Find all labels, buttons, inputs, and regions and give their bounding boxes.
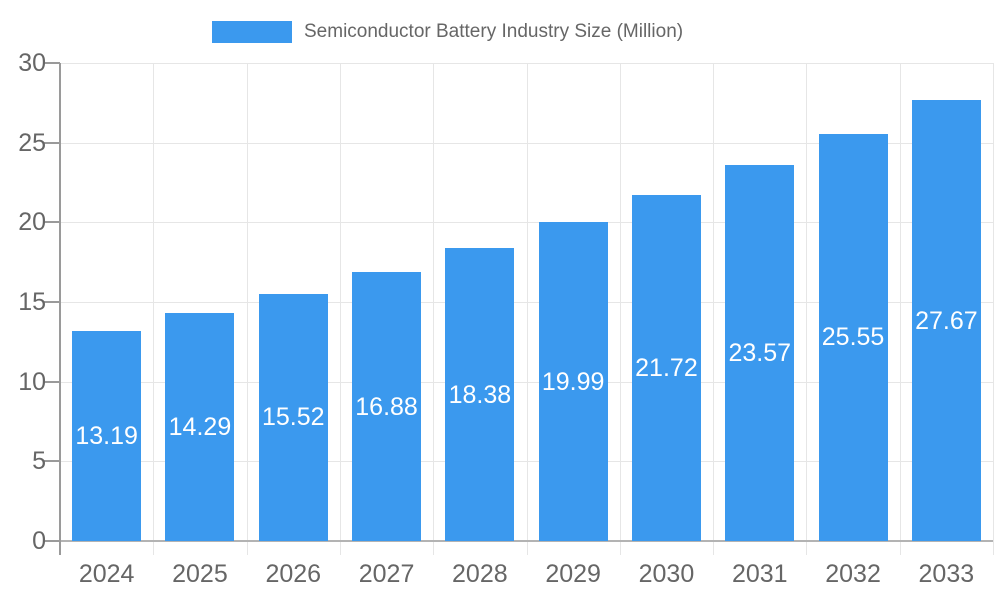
bar[interactable]	[72, 330, 142, 541]
y-tick-mark	[44, 540, 60, 542]
y-axis-label: 10	[18, 367, 46, 396]
y-gridline	[60, 461, 993, 463]
y-axis-label: 0	[32, 527, 46, 555]
y-tick-mark	[44, 141, 60, 144]
x-axis-label: 2025	[172, 560, 228, 588]
bar-value-label: 18.38	[448, 380, 512, 409]
y-axis-label: 15	[18, 288, 46, 316]
bar[interactable]	[445, 248, 515, 541]
x-axis-label: 2032	[825, 560, 881, 588]
bar[interactable]	[911, 100, 981, 541]
bar-value-label: 13.19	[75, 421, 138, 450]
legend-swatch[interactable]	[212, 21, 292, 43]
y-tick-mark	[44, 62, 60, 64]
y-gridline	[60, 63, 993, 64]
bar[interactable]	[631, 194, 701, 541]
x-axis-label: 2028	[452, 560, 508, 588]
bar-value-label: 14.29	[168, 413, 232, 442]
bar-value-label: 25.55	[821, 323, 885, 352]
y-axis-label: 30	[18, 49, 46, 77]
x-axis-label: 2024	[78, 560, 135, 588]
bar[interactable]	[818, 133, 888, 541]
bar[interactable]	[538, 222, 608, 541]
y-gridline	[60, 222, 993, 224]
y-axis-line	[59, 63, 61, 555]
category-gridline	[619, 63, 621, 555]
y-gridline	[60, 142, 993, 144]
bar[interactable]	[258, 293, 328, 541]
category-gridline	[153, 63, 155, 555]
bar-value-label: 23.57	[728, 339, 792, 368]
bar[interactable]	[165, 313, 235, 541]
bar[interactable]	[725, 165, 795, 541]
y-axis-label: 25	[18, 128, 46, 157]
bar-value-label: 21.72	[635, 353, 698, 382]
category-gridline	[993, 63, 994, 555]
bar-value-label: 19.99	[541, 367, 605, 396]
bar[interactable]	[352, 272, 422, 541]
x-axis-label: 2029	[545, 560, 601, 588]
y-axis-label: 5	[32, 447, 46, 476]
x-axis-label: 2030	[638, 560, 695, 588]
category-gridline	[899, 63, 901, 555]
category-gridline	[526, 63, 528, 555]
bar-value-label: 15.52	[261, 403, 325, 432]
category-gridline	[713, 63, 715, 555]
zero-gridline	[60, 540, 993, 542]
x-axis-label: 2026	[265, 560, 322, 588]
category-gridline	[806, 63, 808, 555]
y-gridline	[60, 381, 993, 383]
category-gridline	[433, 63, 435, 555]
chart-legend: Semiconductor Battery Industry Size (Mil…	[212, 21, 683, 43]
y-axis-label: 20	[18, 208, 46, 237]
y-tick-mark	[44, 460, 60, 463]
y-tick-mark	[44, 221, 60, 224]
bar-value-label: 16.88	[355, 392, 418, 421]
x-axis-label: 2033	[918, 560, 975, 588]
category-gridline	[246, 63, 248, 555]
bar-value-label: 27.67	[915, 306, 978, 335]
x-axis-label: 2031	[731, 560, 788, 588]
y-tick-mark	[44, 380, 60, 383]
category-gridline	[339, 63, 341, 555]
y-tick-mark	[44, 301, 60, 303]
y-gridline	[60, 302, 993, 303]
legend-label[interactable]: Semiconductor Battery Industry Size (Mil…	[304, 21, 684, 42]
x-axis-label: 2027	[358, 560, 415, 588]
